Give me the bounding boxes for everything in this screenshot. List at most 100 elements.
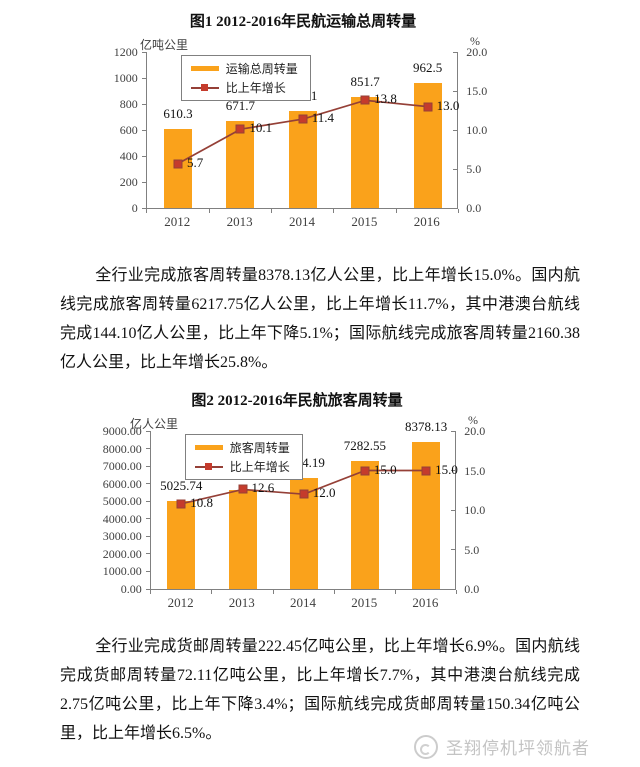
left-axis-tick-label: 6000.00 xyxy=(102,476,142,491)
x-axis-tickmark xyxy=(333,590,335,594)
line-value-label: 13.0 xyxy=(436,97,460,113)
line-marker-2014 xyxy=(299,489,309,499)
x-axis-tickmark xyxy=(211,590,213,594)
left-axis-tick-label: 8000.00 xyxy=(102,441,142,456)
right-axis-tick-label: 20.0 xyxy=(464,424,486,438)
chart2-left-axis-unit: 亿人公里 xyxy=(130,417,179,431)
left-axis-tickmark xyxy=(145,483,151,485)
left-axis-tick-label: 0 xyxy=(131,201,138,215)
chart2-right-axis-unit: % xyxy=(468,413,478,427)
chart2-plot-area: 5025.745656.766334.197282.558378.1310.81… xyxy=(145,419,458,594)
bar-value-label: 851.7 xyxy=(350,74,380,90)
left-axis-tickmark xyxy=(141,103,147,105)
bar-2015 xyxy=(350,461,379,589)
x-axis-tickmark xyxy=(458,209,460,213)
left-axis-tickmark xyxy=(145,500,151,502)
left-axis-tickmark xyxy=(145,553,151,555)
bar-2014 xyxy=(288,110,317,208)
line-marker-2013 xyxy=(235,124,245,134)
paragraph-passenger-turnover: 全行业完成旅客周转量8378.13亿人公里，比上年增长15.0%。国内航线完成旅… xyxy=(60,267,580,371)
bar-value-label: 8378.13 xyxy=(404,418,448,434)
right-axis-tick-label: 5.0 xyxy=(466,162,482,176)
right-axis-tickmark xyxy=(451,549,456,550)
right-axis-tickmark xyxy=(451,588,456,590)
x-axis-tickmark xyxy=(395,209,397,213)
left-axis-tickmark xyxy=(145,535,151,537)
right-axis-tick-label: 0.0 xyxy=(466,201,482,215)
left-axis-tick-label: 9000.00 xyxy=(102,424,142,438)
line-marker-2012 xyxy=(173,159,183,169)
watermark-text: 圣翔停机坪领航者 xyxy=(446,739,590,758)
left-axis-tick-label: 4000.00 xyxy=(102,511,142,526)
left-axis-tick-label: 800 xyxy=(119,97,138,111)
watermark: 圣翔停机坪领航者 xyxy=(414,734,590,759)
line-value-label: 15.0 xyxy=(435,461,458,477)
line-value-label: 13.8 xyxy=(374,91,397,107)
left-axis-tickmark xyxy=(145,588,151,590)
left-axis-tick-label: 1000.00 xyxy=(102,564,142,579)
left-axis-tick-label: 200 xyxy=(119,175,138,189)
bar-value-label: 671.7 xyxy=(225,97,255,113)
chart1-section: 图1 2012-2016年民航运输总周转量 亿吨公里 % 1200 1000 800… xyxy=(98,0,508,235)
left-axis-tick-label: 5000.00 xyxy=(102,494,142,509)
x-axis-label-2014: 2014 xyxy=(289,595,316,610)
legend-label: 旅客周转量 xyxy=(229,441,290,455)
x-axis-label-2013: 2013 xyxy=(228,595,255,610)
left-axis-tick-label: 1000 xyxy=(113,71,138,85)
line-value-label: 12.6 xyxy=(251,480,275,496)
left-axis-tickmark xyxy=(145,465,151,467)
x-axis-tickmark xyxy=(395,590,396,594)
left-axis-tickmark xyxy=(145,430,151,432)
legend-line-marker xyxy=(200,84,208,91)
x-axis-label-2013: 2013 xyxy=(226,214,253,229)
right-axis-tick-label: 10.0 xyxy=(466,123,488,137)
bar-value-label: 610.3 xyxy=(163,105,193,121)
right-axis-tick-label: 20.0 xyxy=(466,45,488,59)
left-axis-tickmark xyxy=(141,207,147,209)
line-marker-2016 xyxy=(421,466,431,475)
legend-line-swatch xyxy=(194,462,223,471)
right-axis-tickmark xyxy=(453,90,458,92)
left-axis-tick-label: 3000.00 xyxy=(102,529,142,544)
x-axis-label-2015: 2015 xyxy=(351,595,378,610)
chart2-axis-units: 亿人公里 % xyxy=(88,413,506,431)
left-axis-tickmark xyxy=(145,570,151,572)
left-axis-tickmark xyxy=(141,181,147,183)
legend-line-swatch xyxy=(190,83,219,92)
left-axis-tickmark xyxy=(145,448,151,450)
legend-label: 比上年增长 xyxy=(225,81,286,95)
left-axis-tickmark xyxy=(141,129,147,131)
chart1-right-axis: 20.0 15.0 10.0 5.0 0.0 xyxy=(458,45,508,215)
legend-label: 运输总周转量 xyxy=(225,62,298,76)
legend: 旅客周转量比上年增长 xyxy=(184,434,303,480)
legend-item-line: 比上年增长 xyxy=(194,457,290,476)
right-axis-tickmark xyxy=(451,509,456,511)
line-marker-2016 xyxy=(423,102,433,112)
chart2-body: 9000.00 8000.00 7000.00 6000.00 5000.00 4000.… xyxy=(88,419,506,596)
legend-item-bar: 运输总周转量 xyxy=(190,59,298,78)
paragraph-cargo-turnover: 全行业完成货邮周转量222.45亿吨公里，比上年增长6.9%。国内航线完成货邮周… xyxy=(60,638,580,742)
x-axis-label-2016: 2016 xyxy=(413,214,440,229)
chart2-right-axis: 20.0 15.0 10.0 5.0 0.0 xyxy=(456,424,506,596)
right-axis-tickmark xyxy=(451,430,456,432)
x-axis-tickmark xyxy=(146,209,148,213)
x-axis-label-2016: 2016 xyxy=(412,595,439,610)
chart1-plot-area: 610.3671.7748.1851.7962.55.710.111.413.8… xyxy=(141,51,460,213)
x-axis-tickmark xyxy=(208,209,210,213)
left-axis-tickmark xyxy=(145,518,151,520)
left-axis-tickmark xyxy=(141,155,147,157)
chart2-x-axis: 2012 2013 2014 2015 2016 xyxy=(150,590,458,616)
chart1-axis-units: 亿吨公里 % xyxy=(98,34,508,52)
chart1-left-axis-unit: 亿吨公里 xyxy=(140,38,189,52)
right-axis-tickmark xyxy=(453,51,458,53)
x-axis-label-2012: 2012 xyxy=(167,595,194,610)
legend-line-marker xyxy=(204,463,212,470)
line-marker-2015 xyxy=(360,95,370,105)
line-marker-2012 xyxy=(176,499,186,509)
left-axis-tick-label: 2000.00 xyxy=(102,546,142,561)
x-axis-tickmark xyxy=(271,209,273,213)
x-axis-label-2015: 2015 xyxy=(351,214,378,229)
line-value-label: 10.1 xyxy=(249,120,273,136)
